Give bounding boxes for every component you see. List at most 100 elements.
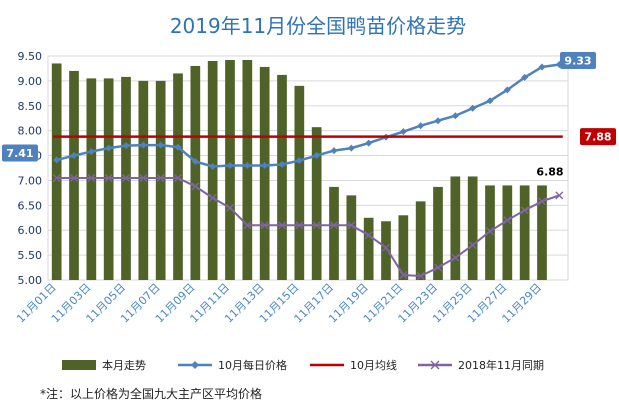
bar xyxy=(398,215,409,280)
bar xyxy=(242,59,253,280)
legend: 本月走势 10月每日价格 10月均线 2018年11月同期 xyxy=(62,358,544,372)
avg-data-label: 7.88 xyxy=(584,131,611,144)
line-point xyxy=(416,272,425,281)
data-labels: 7.88 7.41 9.33 6.88 xyxy=(2,51,616,178)
line-point xyxy=(87,148,95,156)
legend-label: 2018年11月同期 xyxy=(458,358,544,372)
bar xyxy=(346,195,357,280)
line-point xyxy=(52,173,61,182)
line-point xyxy=(503,216,512,225)
end-data-label-box xyxy=(560,51,596,69)
bar xyxy=(502,185,513,280)
line-point xyxy=(104,173,113,182)
line-point xyxy=(208,193,217,202)
legend-label: 本月走势 xyxy=(102,358,146,372)
legend-label: 10月均线 xyxy=(350,358,397,372)
bar xyxy=(277,74,287,280)
bar xyxy=(86,78,97,281)
bar xyxy=(190,65,201,280)
line-point xyxy=(226,162,234,170)
bar xyxy=(259,66,270,280)
gridlines xyxy=(47,55,569,281)
bar xyxy=(207,60,218,280)
line-point xyxy=(243,221,252,230)
line-point xyxy=(191,158,199,166)
y-tick-label: 5.00 xyxy=(18,274,43,287)
start-data-label: 7.41 xyxy=(6,147,33,160)
line-point xyxy=(486,97,494,105)
bar xyxy=(485,185,495,280)
bar xyxy=(537,185,547,280)
start-data-label-box xyxy=(2,144,38,162)
line-point xyxy=(157,141,165,149)
line-point xyxy=(53,156,61,164)
line-point xyxy=(486,227,494,236)
line-point xyxy=(330,147,338,155)
line-point xyxy=(399,271,408,280)
line-point xyxy=(364,231,373,240)
legend-label: 10月每日价格 xyxy=(218,358,287,372)
bar-series xyxy=(51,59,547,281)
line-point xyxy=(226,203,234,212)
bar xyxy=(467,176,478,280)
chart-title: 2019年11月份全国鸭苗价格走势 xyxy=(170,14,466,38)
line-point xyxy=(209,163,217,171)
line-point xyxy=(122,142,130,150)
line-point xyxy=(260,221,269,230)
line-point xyxy=(451,112,459,120)
bar xyxy=(433,186,443,280)
line-point xyxy=(469,104,477,112)
line-point xyxy=(555,191,564,200)
line-point xyxy=(174,173,182,182)
line-point xyxy=(70,152,78,160)
line-point xyxy=(347,221,356,230)
bar xyxy=(294,85,305,280)
legend-swatch xyxy=(62,360,96,370)
legend-marker xyxy=(191,361,199,369)
bar xyxy=(103,78,114,281)
line-point xyxy=(365,139,373,147)
y-tick-label: 9.50 xyxy=(18,50,43,63)
y-tick-label: 9.00 xyxy=(18,75,43,88)
line-point xyxy=(347,144,355,152)
line-point xyxy=(313,152,321,160)
y-tick-label: 8.00 xyxy=(18,125,43,138)
line-point xyxy=(434,117,442,125)
bar xyxy=(69,70,79,280)
bar xyxy=(519,185,530,280)
series-line xyxy=(56,176,560,278)
line-point xyxy=(261,162,269,170)
bar xyxy=(173,73,183,280)
bar-data-label: 6.88 xyxy=(536,165,563,178)
bar xyxy=(363,217,374,280)
line-point xyxy=(330,221,338,230)
line-point xyxy=(295,157,303,165)
line-point xyxy=(191,182,200,191)
line-point xyxy=(399,128,407,136)
bar xyxy=(415,201,426,280)
avg-data-label-box xyxy=(580,128,616,146)
line-point xyxy=(122,173,130,182)
y-tick-label: 6.00 xyxy=(18,224,43,237)
end-data-label: 9.33 xyxy=(564,54,591,67)
line-point xyxy=(538,63,546,71)
y-axis-ticks: 5.005.506.006.507.007.508.008.509.009.50 xyxy=(18,50,43,287)
line-point xyxy=(70,173,78,182)
bar xyxy=(311,127,322,280)
y-tick-label: 6.50 xyxy=(18,199,43,212)
line-point xyxy=(174,143,182,151)
line-point xyxy=(417,122,425,130)
bar xyxy=(329,186,339,280)
bar xyxy=(138,80,149,280)
line-point xyxy=(278,221,286,230)
bar xyxy=(225,59,235,280)
line-point xyxy=(312,221,321,230)
y-tick-label: 5.50 xyxy=(18,249,43,262)
line-point xyxy=(87,173,96,182)
line-series xyxy=(52,60,564,281)
legend-marker xyxy=(430,360,440,370)
line-point xyxy=(295,221,304,230)
line-point xyxy=(503,86,511,94)
bar xyxy=(51,63,62,280)
